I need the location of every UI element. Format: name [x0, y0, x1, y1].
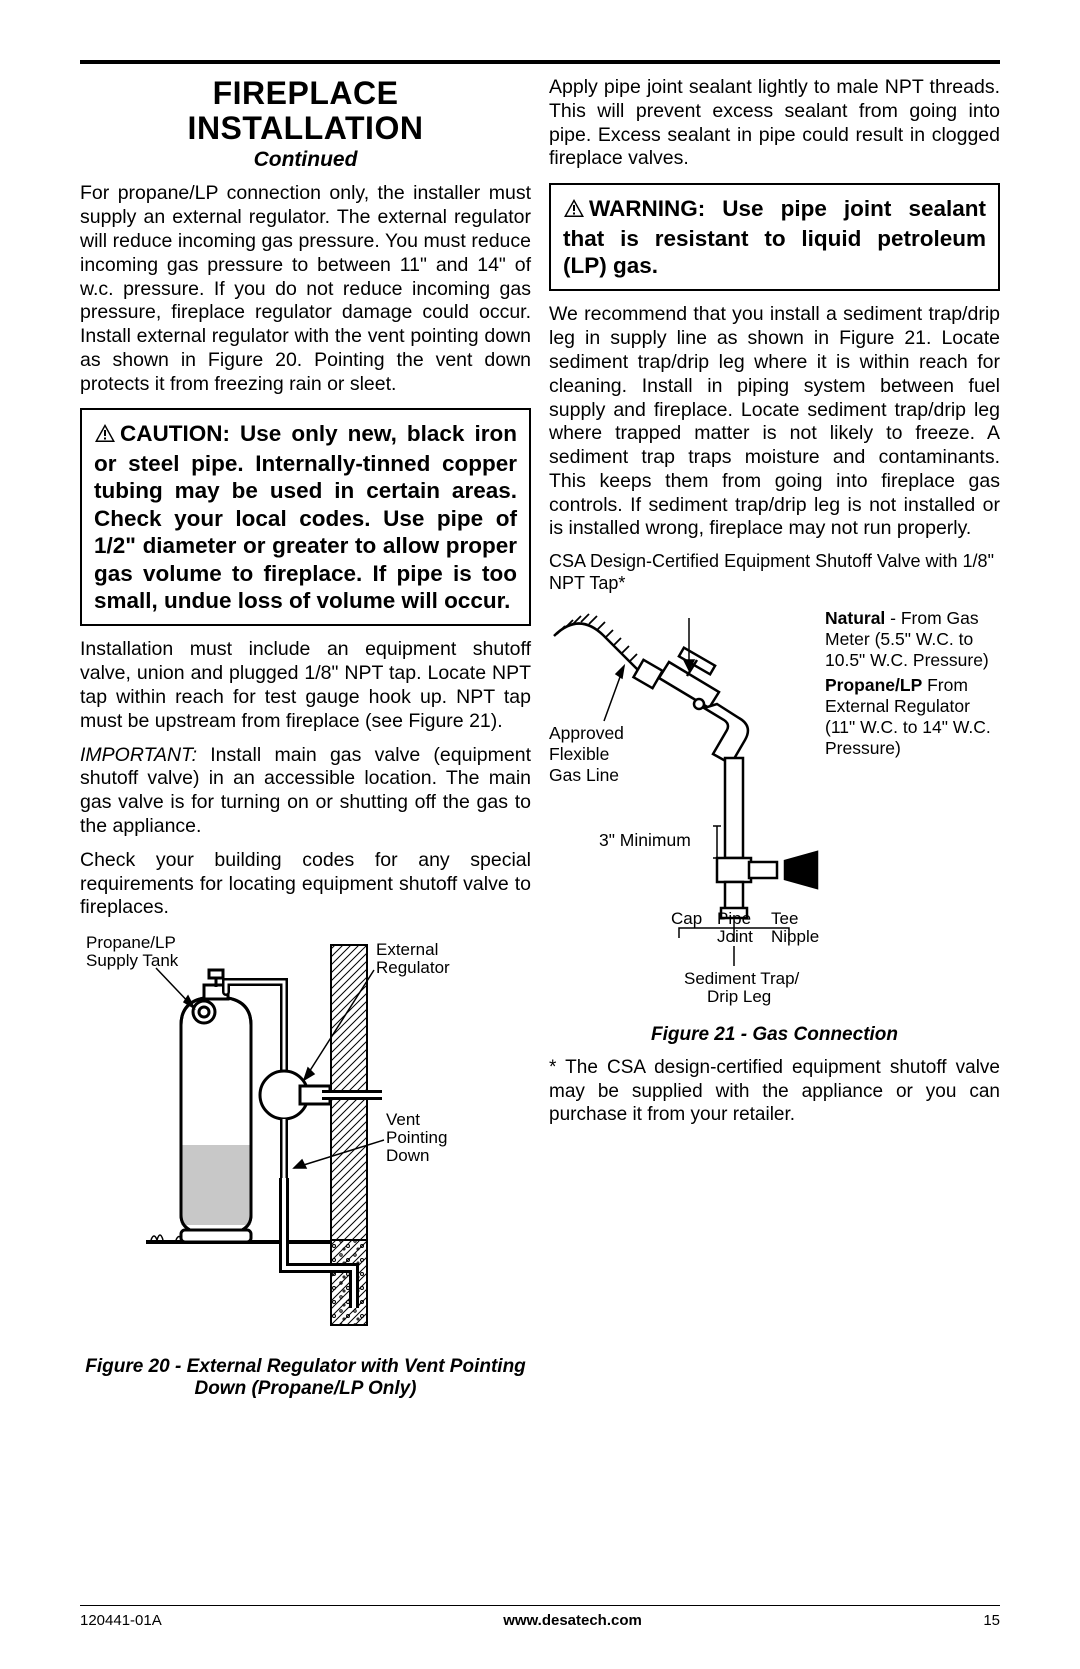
title-line-1: FIREPLACE	[213, 75, 399, 111]
footer-center: www.desatech.com	[503, 1612, 642, 1629]
svg-text:Joint: Joint	[717, 927, 753, 946]
warning-text: WARNING: Use pipe joint sealant that is …	[563, 196, 986, 278]
important-lead: IMPORTANT:	[80, 744, 197, 766]
left-para-2: Installation must include an equipment s…	[80, 638, 531, 733]
left-column: FIREPLACE INSTALLATION Continued For pro…	[80, 76, 531, 1410]
footer-right: 15	[983, 1612, 1000, 1629]
page-title: FIREPLACE INSTALLATION	[80, 76, 531, 146]
title-line-2: INSTALLATION	[188, 110, 424, 146]
warning-icon	[563, 197, 585, 224]
continued-label: Continued	[80, 148, 531, 172]
svg-text:Drip Leg: Drip Leg	[707, 987, 771, 1006]
warning-icon	[94, 422, 116, 449]
page-footer: 120441-01A www.desatech.com 15	[80, 1605, 1000, 1629]
fig20-extreg-label: External Regulator	[376, 940, 450, 977]
left-para-4: Check your building codes for any specia…	[80, 849, 531, 920]
fig20-supply-label: Propane/LP Supply Tank	[86, 933, 180, 970]
svg-text:Sediment Trap/: Sediment Trap/	[684, 969, 800, 988]
fig21-footnote: * The CSA design-certified equipment shu…	[549, 1056, 1000, 1126]
footer-left: 120441-01A	[80, 1612, 162, 1629]
fig20-vent-label: Vent Pointing Down	[386, 1110, 452, 1165]
svg-text:Tee: Tee	[771, 909, 798, 928]
fig21-csa-label: CSA Design-Certified Equipment Shutoff V…	[549, 551, 1000, 594]
svg-text:Pipe: Pipe	[717, 909, 751, 928]
caution-box: CAUTION: Use only new, black iron or ste…	[80, 408, 531, 626]
figure-21-caption: Figure 21 - Gas Connection	[549, 1024, 1000, 1046]
warning-box: WARNING: Use pipe joint sealant that is …	[549, 183, 1000, 291]
right-para-2: We recommend that you install a sediment…	[549, 303, 1000, 541]
svg-text:Cap: Cap	[671, 909, 702, 928]
right-column: Apply pipe joint sealant lightly to male…	[549, 76, 1000, 1410]
left-para-3: IMPORTANT: Install main gas valve (equip…	[80, 744, 531, 839]
left-para-1: For propane/LP connection only, the inst…	[80, 182, 531, 396]
figure-20-caption: Figure 20 - External Regulator with Vent…	[80, 1356, 531, 1400]
figure-21: Natural - From Gas Meter (5.5" W.C. to 1…	[549, 598, 1000, 1018]
caution-text: CAUTION: Use only new, black iron or ste…	[94, 421, 517, 613]
svg-text:Nipple: Nipple	[771, 927, 819, 946]
figure-20: Propane/LP Supply Tank External Regulato…	[86, 930, 526, 1350]
right-para-1: Apply pipe joint sealant lightly to male…	[549, 76, 1000, 171]
